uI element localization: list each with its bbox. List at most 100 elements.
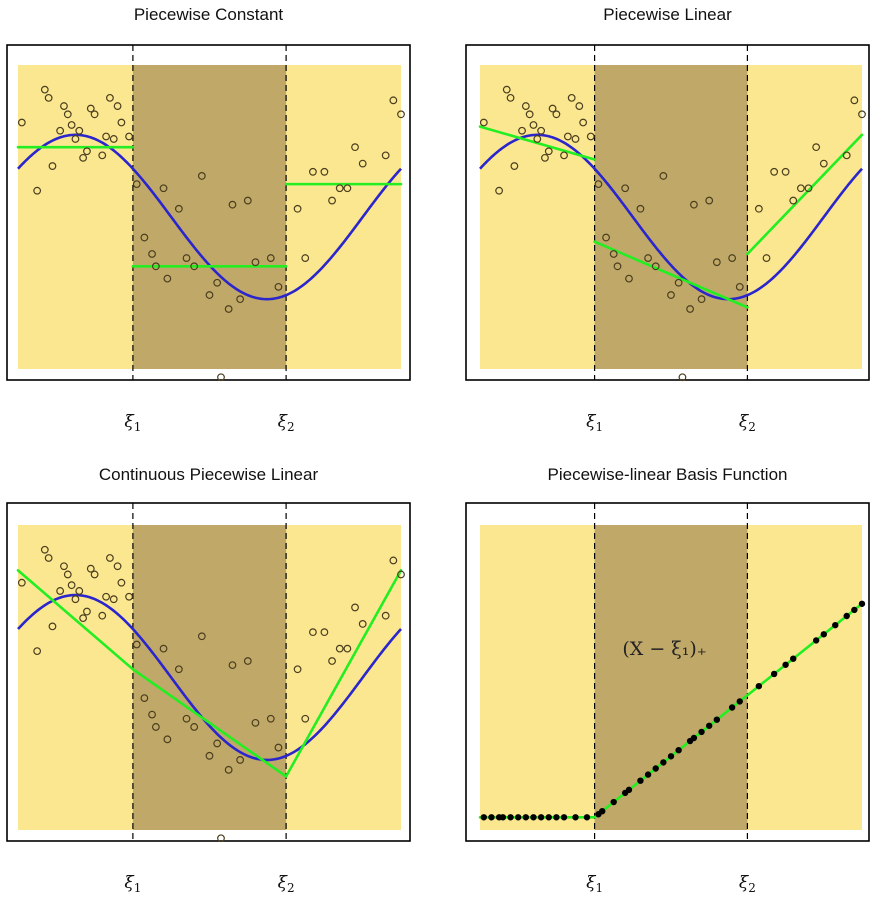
data-point xyxy=(117,118,126,127)
panel-1: Piecewise Constant ξ1 ξ2 xyxy=(6,5,411,434)
data-point xyxy=(637,777,644,784)
data-point xyxy=(819,159,828,168)
data-point xyxy=(351,603,359,612)
data-point xyxy=(63,110,72,119)
data-point xyxy=(132,640,141,649)
data-point xyxy=(571,135,580,143)
data-point xyxy=(515,814,522,821)
true-function-curve xyxy=(17,593,402,762)
knot-label-2: ξ2 xyxy=(278,412,295,434)
data-point xyxy=(843,612,850,620)
data-point xyxy=(712,258,721,267)
data-point xyxy=(545,814,552,821)
data-point xyxy=(48,622,57,631)
data-point xyxy=(770,167,779,176)
data-point xyxy=(502,85,511,94)
data-point xyxy=(266,254,275,262)
data-point xyxy=(301,714,310,723)
data-point xyxy=(293,204,302,213)
data-point xyxy=(309,628,317,637)
data-point xyxy=(266,714,275,723)
data-point xyxy=(243,196,252,205)
data-point xyxy=(790,655,797,662)
data-point xyxy=(762,254,771,262)
data-point xyxy=(109,595,118,604)
data-point xyxy=(518,126,526,135)
data-point xyxy=(140,694,149,703)
data-point xyxy=(675,746,682,754)
data-point xyxy=(83,147,91,156)
data-point xyxy=(351,143,359,152)
data-point xyxy=(613,262,622,271)
data-point xyxy=(621,184,630,193)
data-point xyxy=(190,723,199,731)
data-point xyxy=(381,151,390,160)
data-point xyxy=(98,151,107,160)
data-point xyxy=(33,647,42,656)
data-point xyxy=(213,278,222,287)
data-point xyxy=(659,172,668,180)
fit-segment-2 xyxy=(593,240,749,309)
data-point xyxy=(796,184,805,193)
knot-label-1: ξ1 xyxy=(586,412,603,434)
data-point xyxy=(343,184,352,193)
data-point xyxy=(690,200,698,209)
data-point xyxy=(293,665,302,674)
data-point xyxy=(705,196,714,205)
data-point xyxy=(594,180,603,189)
data-point xyxy=(820,631,828,638)
data-point xyxy=(102,132,110,141)
knot-label-1: ξ1 xyxy=(124,412,141,434)
data-point xyxy=(537,126,546,135)
data-point xyxy=(479,118,488,127)
data-point xyxy=(507,814,514,821)
panel-3: Continuous Piecewise Linear ξ1 ξ2 xyxy=(6,465,411,895)
data-point xyxy=(678,373,687,382)
data-point xyxy=(770,670,778,678)
data-point xyxy=(755,682,763,690)
data-point xyxy=(228,661,237,670)
data-point xyxy=(651,262,660,271)
data-point xyxy=(553,814,560,821)
data-point xyxy=(117,578,126,587)
data-point xyxy=(44,554,53,562)
basis-function-label: (X − ξ₁)₊ xyxy=(622,638,706,660)
data-point xyxy=(243,657,252,665)
data-point xyxy=(328,196,336,205)
data-point xyxy=(224,305,233,313)
data-point xyxy=(182,714,191,723)
data-point xyxy=(495,186,504,195)
data-point xyxy=(599,807,606,815)
data-point xyxy=(301,254,310,262)
data-point xyxy=(90,570,99,579)
data-point xyxy=(48,162,57,170)
panel-2: Piecewise Linear ξ1 ξ2 xyxy=(465,5,870,434)
data-point xyxy=(148,250,156,258)
data-point xyxy=(736,698,743,705)
data-point xyxy=(644,771,652,778)
data-point xyxy=(522,814,530,821)
data-point xyxy=(60,562,68,571)
fit-segment-3 xyxy=(284,569,403,778)
data-point xyxy=(548,104,557,113)
region-middle xyxy=(132,65,287,369)
data-point xyxy=(217,834,225,843)
data-point xyxy=(389,96,398,105)
data-point xyxy=(529,121,538,129)
knot-label-2: ξ2 xyxy=(739,873,756,895)
panel-title: Piecewise Constant xyxy=(134,5,284,24)
data-point xyxy=(686,305,694,313)
data-point xyxy=(251,718,260,727)
data-point xyxy=(586,132,595,141)
data-point xyxy=(754,204,763,213)
knot-label-2: ξ2 xyxy=(739,412,756,434)
data-point xyxy=(358,620,367,628)
data-point xyxy=(320,167,329,176)
panel-4: Piecewise-linear Basis Function ξ1 ξ2 (X − … xyxy=(465,465,870,895)
data-point xyxy=(159,184,168,193)
data-point xyxy=(60,102,68,110)
data-point xyxy=(358,159,367,168)
data-point xyxy=(510,162,519,170)
data-point xyxy=(174,665,183,674)
data-point xyxy=(71,135,80,143)
